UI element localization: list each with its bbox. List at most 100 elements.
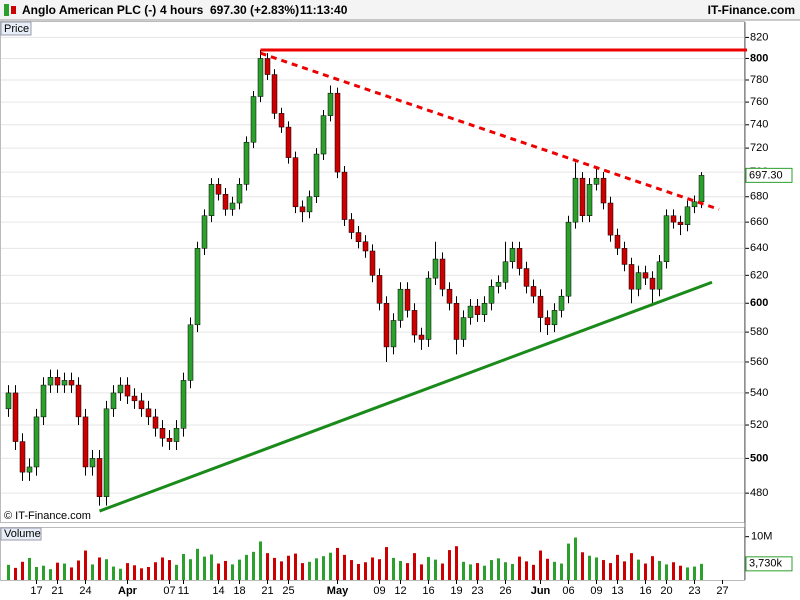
volume-bar	[168, 560, 171, 580]
volume-bar	[518, 556, 521, 580]
candle-body	[180, 380, 187, 429]
volume-bar	[266, 553, 269, 580]
candle-body	[642, 272, 649, 279]
x-tick-label: 14	[212, 585, 224, 597]
candle-body	[614, 234, 621, 249]
volume-bar	[434, 559, 437, 580]
volume-bar	[196, 548, 199, 580]
candle-body	[250, 96, 257, 143]
candle-body	[145, 408, 152, 418]
last-price-label: 697.30	[749, 169, 783, 181]
volume-bar	[385, 547, 388, 580]
volume-bar	[448, 550, 451, 580]
volume-bar	[98, 557, 101, 580]
quote: 697.30 (+2.83%)	[210, 3, 299, 17]
header-icon	[4, 4, 9, 16]
candle-body	[61, 380, 68, 386]
volume-bar	[140, 568, 143, 580]
volume-bar	[105, 559, 108, 580]
candle-body	[586, 184, 593, 216]
candle-body	[369, 250, 376, 276]
source: IT-Finance.com	[708, 3, 795, 17]
volume-bar	[462, 561, 465, 580]
volume-bar	[616, 554, 619, 580]
candle-body	[201, 215, 208, 249]
volume-bar	[70, 567, 73, 580]
volume-bar	[371, 557, 374, 580]
volume-bar	[539, 550, 542, 580]
x-tick-label: 18	[233, 585, 245, 597]
candle-body	[544, 317, 551, 326]
x-tick-label: Apr	[118, 585, 138, 597]
y-tick-label: 620	[750, 269, 768, 281]
candle-body	[488, 286, 495, 304]
x-tick-label: 23	[471, 585, 483, 597]
candle-body	[355, 232, 362, 242]
y-tick-label: 820	[750, 31, 768, 43]
volume-bar	[224, 560, 227, 580]
candle-body	[404, 288, 411, 311]
candle-body	[5, 392, 12, 410]
x-tick-label: 19	[450, 585, 462, 597]
candle-body	[299, 206, 306, 213]
candle-body	[376, 275, 383, 304]
volume-bar	[679, 565, 682, 580]
x-tick-label: 07	[163, 585, 175, 597]
price-panel-label: Price	[4, 23, 29, 35]
candle-body	[446, 288, 453, 304]
x-tick-label: 09	[373, 585, 385, 597]
volume-bar	[700, 563, 703, 580]
x-tick-label: 13	[611, 585, 623, 597]
candle-body	[656, 261, 663, 290]
header-icon	[11, 6, 16, 14]
volume-bar	[315, 558, 318, 580]
candle-body	[565, 221, 572, 297]
candle-body	[621, 248, 628, 265]
last-volume-tag	[745, 556, 793, 572]
y-tick-label: 600	[750, 297, 768, 309]
candle-body	[362, 241, 369, 252]
volume-bar	[175, 564, 178, 580]
volume-bar	[287, 555, 290, 580]
volume-bar	[238, 559, 241, 580]
candle-body	[411, 310, 418, 336]
candle-body	[502, 261, 509, 283]
volume-bar	[476, 563, 479, 580]
x-tick-label: 16	[639, 585, 651, 597]
volume-bar	[35, 567, 38, 580]
candle-body	[663, 215, 670, 262]
volume-bar	[245, 554, 248, 580]
x-tick-label: 09	[590, 585, 602, 597]
volume-bar	[413, 553, 416, 580]
volume-bar	[154, 562, 157, 580]
volume-bar	[665, 564, 668, 580]
candle-body	[453, 303, 460, 340]
x-tick-label: 16	[422, 585, 434, 597]
candle-body	[495, 281, 502, 287]
volume-bar	[301, 563, 304, 580]
candle-body	[397, 288, 404, 321]
candle-body	[600, 177, 607, 204]
header-bar	[0, 0, 800, 20]
x-tick-label: 17	[30, 585, 42, 597]
candle-body	[264, 58, 271, 75]
panel-label-box	[0, 21, 32, 36]
volume-bar	[273, 557, 276, 580]
volume-bar	[56, 562, 59, 580]
volume-bar	[77, 560, 80, 580]
candle-body	[334, 92, 341, 173]
candle-body	[166, 437, 173, 442]
y-tick-label: 560	[750, 356, 768, 368]
candle-body	[159, 428, 166, 439]
last-price-tag	[745, 167, 793, 183]
candle-body	[460, 317, 467, 340]
candle-body	[75, 384, 82, 418]
volume-bar	[119, 568, 122, 580]
volume-bar	[490, 560, 493, 580]
last-volume-label: 3,730k	[749, 558, 783, 570]
volume-bar	[7, 564, 10, 580]
x-tick-label: 21	[261, 585, 273, 597]
candle-body	[698, 175, 705, 203]
volume-bar	[133, 565, 136, 580]
volume-bar	[399, 560, 402, 580]
